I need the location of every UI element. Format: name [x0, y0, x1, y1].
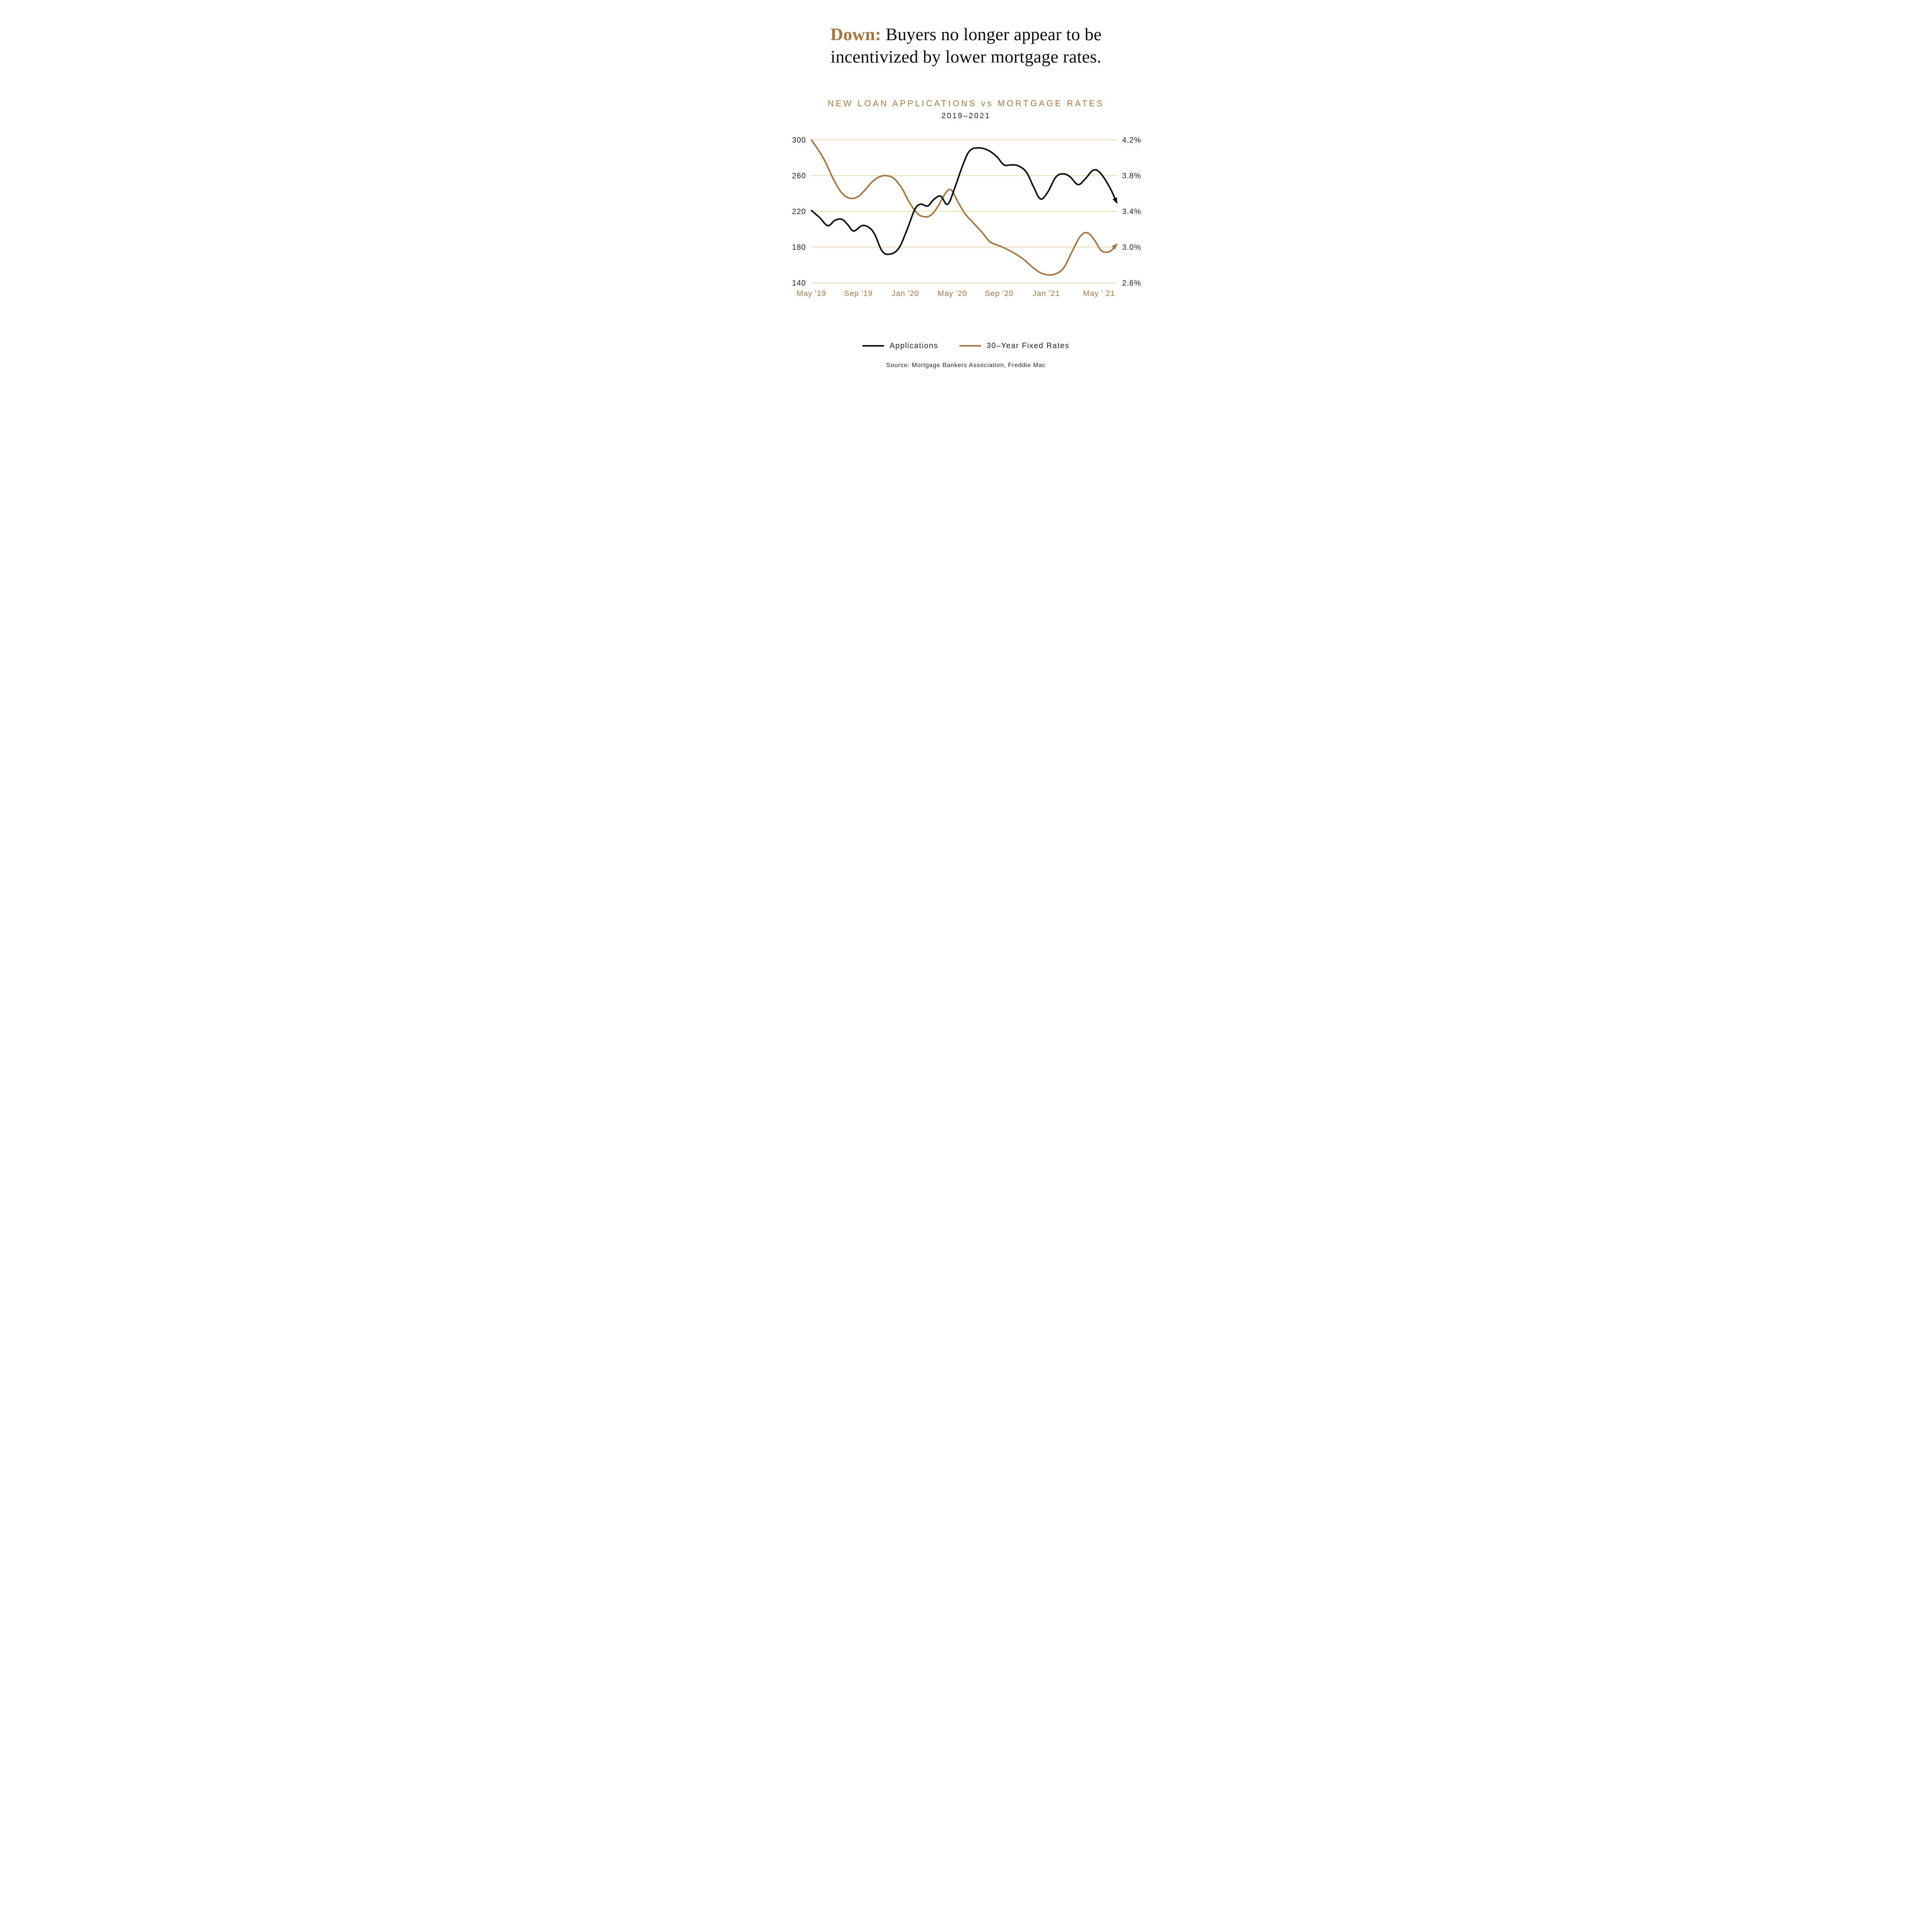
legend-swatch-rates: [959, 345, 981, 347]
page-headline: Down: Buyers no longer appear to be ince…: [800, 23, 1132, 68]
svg-text:3.8%: 3.8%: [1122, 172, 1141, 180]
svg-text:May '19: May '19: [797, 289, 826, 298]
svg-text:3.0%: 3.0%: [1122, 243, 1141, 252]
svg-text:2.6%: 2.6%: [1122, 279, 1141, 287]
svg-text:3.4%: 3.4%: [1122, 207, 1141, 216]
legend-label-applications: Applications: [889, 342, 938, 350]
infographic-page: Down: Buyers no longer appear to be ince…: [757, 0, 1175, 417]
chart-title: NEW LOAN APPLICATIONS vs MORTGAGE RATES: [784, 99, 1148, 109]
chart-container: 140 2.6% 180 3.0% 220 3.4% 260 3.8% 300 4.2% May '…: [784, 136, 1148, 329]
legend-label-rates: 30–Year Fixed Rates: [986, 342, 1070, 350]
chart-subtitle: 2019–2021: [784, 112, 1148, 121]
svg-text:300: 300: [792, 136, 806, 145]
svg-text:May '20: May '20: [937, 289, 967, 298]
svg-text:Jan '20: Jan '20: [892, 289, 919, 298]
svg-text:Jan '21: Jan '21: [1032, 289, 1060, 298]
legend-item-applications: Applications: [862, 342, 938, 350]
svg-text:180: 180: [792, 243, 806, 252]
svg-text:May ' 21: May ' 21: [1083, 289, 1115, 298]
legend-swatch-applications: [862, 345, 884, 347]
svg-text:220: 220: [792, 207, 806, 216]
svg-text:140: 140: [792, 279, 806, 287]
svg-text:Sep '19: Sep '19: [844, 289, 872, 298]
chart-svg: 140 2.6% 180 3.0% 220 3.4% 260 3.8% 300 4.2% May '…: [784, 136, 1148, 306]
svg-text:260: 260: [792, 172, 806, 180]
svg-text:4.2%: 4.2%: [1122, 136, 1141, 145]
headline-lead: Down:: [830, 24, 881, 44]
chart-source: Source: Mortgage Bankers Association, Fr…: [784, 362, 1148, 369]
chart-legend: Applications 30–Year Fixed Rates: [784, 340, 1148, 350]
svg-text:Sep '20: Sep '20: [985, 289, 1014, 298]
legend-item-rates: 30–Year Fixed Rates: [959, 342, 1070, 350]
